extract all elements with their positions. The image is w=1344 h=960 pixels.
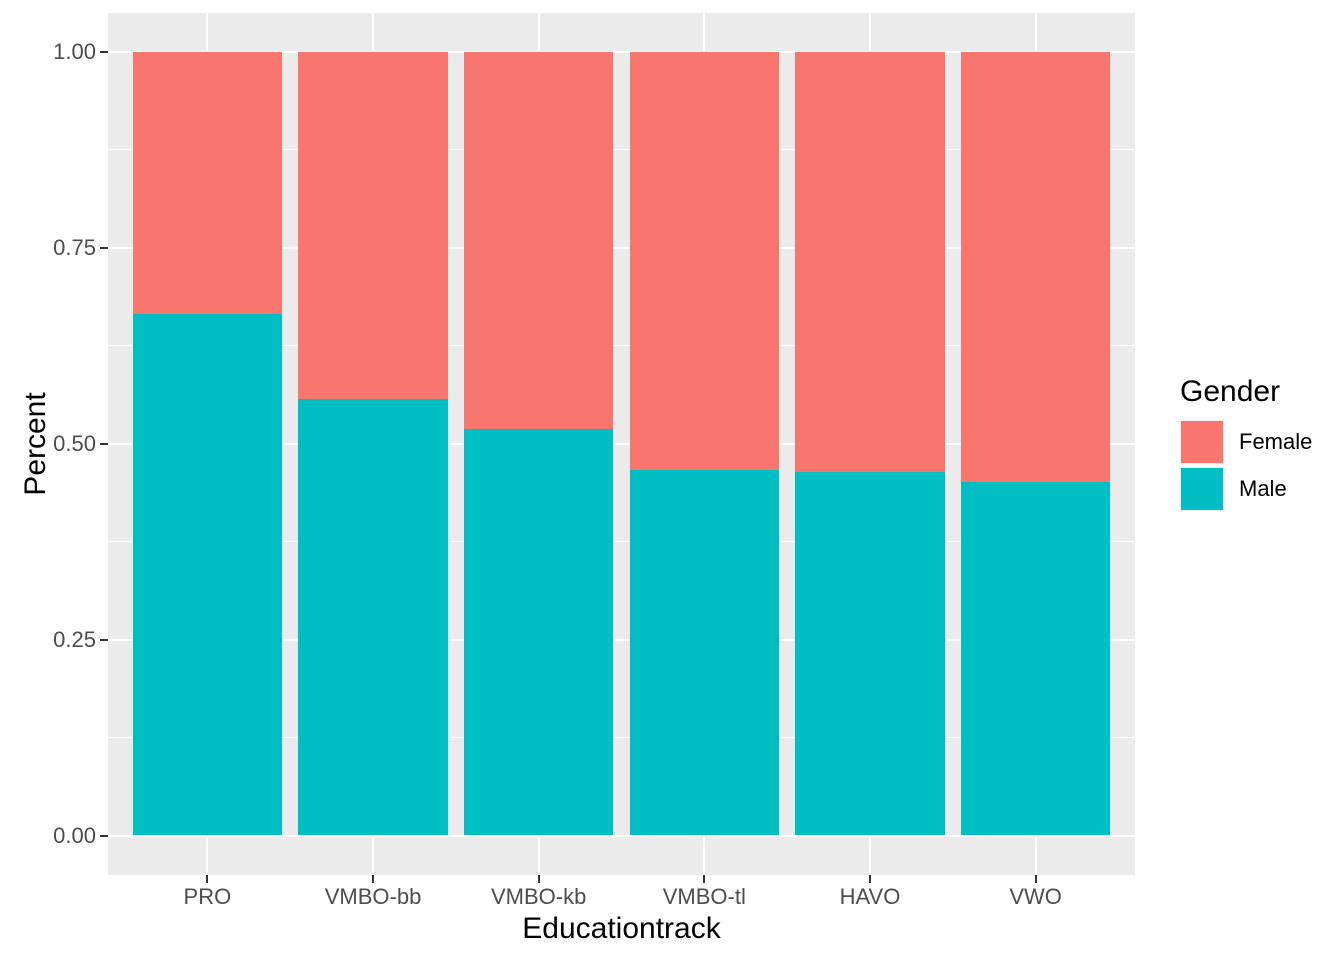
bar-segment-male-vmbo-tl: [629, 469, 779, 836]
x-axis-tick-label: VMBO-tl: [662, 884, 746, 909]
legend-label: Female: [1239, 429, 1313, 454]
minor-gridline: [108, 541, 1135, 543]
plot-panel: [108, 13, 1135, 875]
y-axis-tick-label: 0.75: [53, 234, 96, 260]
y-axis-tick-label: 1.00: [53, 39, 96, 64]
x-axis-tick: [372, 875, 375, 883]
bar-segment-male-pro: [132, 313, 282, 836]
bar-segment-female-pro: [132, 52, 282, 314]
bar-segment-female-vwo: [961, 52, 1111, 483]
y-axis-tick: [100, 51, 108, 53]
legend-key-swatch: [1180, 467, 1224, 511]
minor-gridline: [108, 737, 1135, 739]
x-axis-tick: [868, 875, 871, 883]
x-axis-tick: [206, 875, 209, 883]
y-axis-tick-label: 0.50: [53, 430, 96, 456]
x-axis-tick: [703, 875, 706, 883]
x-axis-title: Educationtrack: [522, 912, 721, 945]
legend-items: Female Male: [1180, 420, 1340, 511]
major-gridline: [108, 834, 1135, 837]
bar-segment-female-vmbo-tl: [629, 52, 779, 470]
major-gridline: [108, 638, 1135, 641]
bar-segment-female-havo: [795, 52, 945, 472]
y-axis-tick: [100, 834, 108, 837]
y-axis-tick-label: 0.00: [53, 822, 96, 848]
x-axis-tick: [1034, 875, 1037, 883]
bar-segment-male-vwo: [961, 482, 1111, 836]
major-gridline: [108, 442, 1135, 445]
legend-key-swatch: [1180, 420, 1224, 464]
x-axis-tick-label: VMBO-bb: [324, 884, 422, 909]
x-axis-tick-label: VMBO-kb: [490, 884, 587, 909]
x-axis-tick-label: HAVO: [839, 884, 901, 909]
minor-gridline: [108, 345, 1135, 347]
x-axis-tick: [537, 875, 540, 883]
y-axis-tick-label: 0.25: [53, 626, 96, 652]
y-axis-tick: [100, 246, 108, 249]
y-axis-tick: [100, 442, 108, 445]
x-axis-tick-label: VWO: [1009, 884, 1062, 909]
bar-segment-male-vmbo-kb: [464, 428, 614, 836]
legend-label: Male: [1239, 476, 1287, 501]
x-axis-tick-label: PRO: [183, 884, 232, 909]
legend-row-female: Female: [1180, 420, 1340, 464]
y-axis-tick: [100, 638, 108, 641]
bar-segment-female-vmbo-bb: [298, 52, 448, 400]
minor-gridline: [108, 149, 1135, 151]
legend-row-male: Male: [1180, 467, 1340, 511]
major-gridline: [108, 246, 1135, 249]
bar-segment-male-havo: [795, 471, 945, 836]
major-gridline: [108, 51, 1135, 53]
bar-segment-female-vmbo-kb: [464, 52, 614, 429]
legend-title: Gender: [1180, 375, 1281, 408]
legend: Gender Female Male: [1180, 374, 1340, 514]
bar-segment-male-vmbo-bb: [298, 399, 448, 836]
